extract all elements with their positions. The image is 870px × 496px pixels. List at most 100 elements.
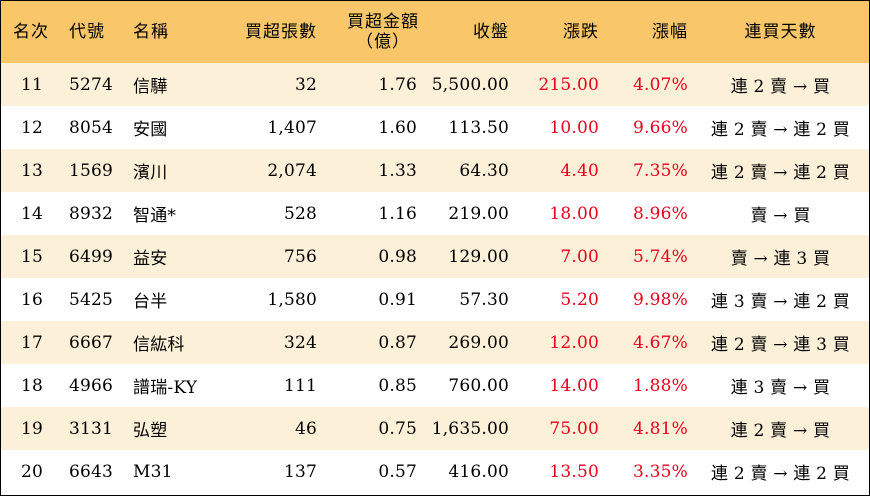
cell-pct: 5.74% xyxy=(632,246,688,267)
cell-code: 6499 xyxy=(69,246,114,267)
cell-name: 信驊 xyxy=(133,77,168,97)
cell-rank: 16 xyxy=(21,289,44,310)
cell-streak: 連 3 賣 → 連 2 買 xyxy=(711,292,850,312)
header-name: 名稱 xyxy=(133,22,169,42)
table-row: 17 6667 信紘科 324 0.87 269.00 12.00 4.67% … xyxy=(1,321,869,364)
cell-pct: 9.98% xyxy=(632,289,688,310)
cell-amount: 0.87 xyxy=(378,332,417,353)
header-amount: 買超金額 （億） xyxy=(321,1,421,63)
header-code: 代號 xyxy=(69,22,105,42)
cell-rank: 20 xyxy=(21,461,44,482)
cell-amount: 1.16 xyxy=(378,203,417,224)
cell-change: 215.00 xyxy=(538,74,599,95)
cell-close: 5,500.00 xyxy=(431,74,509,95)
cell-volume: 528 xyxy=(283,203,317,224)
cell-name: 智通* xyxy=(133,206,177,226)
cell-streak: 連 2 賣 → 連 2 買 xyxy=(711,464,850,484)
cell-streak: 連 2 賣 → 買 xyxy=(730,77,831,97)
table-row: 16 5425 台半 1,580 0.91 57.30 5.20 9.98% 連… xyxy=(1,278,869,321)
cell-close: 1,635.00 xyxy=(431,418,509,439)
cell-streak: 連 2 賣 → 連 2 買 xyxy=(711,120,850,140)
cell-pct: 7.35% xyxy=(632,160,688,181)
cell-name: 弘塑 xyxy=(133,421,168,441)
cell-code: 8932 xyxy=(69,203,114,224)
cell-amount: 1.60 xyxy=(378,117,417,138)
table-row: 20 6643 M31 137 0.57 416.00 13.50 3.35% … xyxy=(1,450,869,493)
cell-pct: 1.88% xyxy=(632,375,688,396)
header-row: 名次 代號 名稱 買超張數 買超金額 （億） 收盤 漲跌 漲幅 連買天數 xyxy=(1,1,869,63)
table-row: 13 1569 濱川 2,074 1.33 64.30 4.40 7.35% 連… xyxy=(1,149,869,192)
cell-name: M31 xyxy=(133,461,173,482)
header-amount-line2: （億） xyxy=(356,32,410,52)
cell-pct: 4.81% xyxy=(632,418,688,439)
cell-rank: 19 xyxy=(21,418,44,439)
cell-streak: 賣 → 連 3 買 xyxy=(730,249,831,269)
cell-rank: 18 xyxy=(21,375,44,396)
header-amount-line1: 買超金額 xyxy=(347,12,419,32)
cell-volume: 137 xyxy=(283,461,317,482)
cell-volume: 46 xyxy=(294,418,317,439)
cell-change: 4.40 xyxy=(560,160,599,181)
cell-close: 129.00 xyxy=(448,246,509,267)
header-close: 收盤 xyxy=(473,22,509,42)
cell-streak: 連 3 賣 → 買 xyxy=(730,378,831,398)
table-row: 14 8932 智通* 528 1.16 219.00 18.00 8.96% … xyxy=(1,192,869,235)
cell-amount: 0.57 xyxy=(378,461,417,482)
cell-volume: 111 xyxy=(283,375,317,396)
cell-volume: 324 xyxy=(283,332,317,353)
cell-streak: 連 2 賣 → 連 3 買 xyxy=(711,335,850,355)
cell-change: 13.50 xyxy=(549,461,599,482)
cell-change: 7.00 xyxy=(560,246,599,267)
cell-pct: 9.66% xyxy=(632,117,688,138)
cell-rank: 14 xyxy=(21,203,44,224)
header-change: 漲跌 xyxy=(563,22,599,42)
table-row: 15 6499 益安 756 0.98 129.00 7.00 5.74% 賣 … xyxy=(1,235,869,278)
table-row: 19 3131 弘塑 46 0.75 1,635.00 75.00 4.81% … xyxy=(1,407,869,450)
header-volume: 買超張數 xyxy=(245,22,317,42)
cell-close: 219.00 xyxy=(448,203,509,224)
header-rank: 名次 xyxy=(13,22,49,42)
cell-volume: 756 xyxy=(283,246,317,267)
cell-code: 3131 xyxy=(69,418,114,439)
cell-rank: 17 xyxy=(21,332,44,353)
cell-amount: 0.91 xyxy=(378,289,417,310)
cell-code: 4966 xyxy=(69,375,114,396)
cell-name: 濱川 xyxy=(133,163,168,183)
cell-code: 6667 xyxy=(69,332,114,353)
cell-code: 1569 xyxy=(69,160,114,181)
cell-change: 10.00 xyxy=(549,117,599,138)
cell-code: 6643 xyxy=(69,461,114,482)
cell-close: 57.30 xyxy=(459,289,509,310)
cell-pct: 4.07% xyxy=(632,74,688,95)
cell-rank: 12 xyxy=(21,117,44,138)
cell-change: 75.00 xyxy=(549,418,599,439)
cell-volume: 1,407 xyxy=(267,117,317,138)
cell-rank: 15 xyxy=(21,246,44,267)
cell-code: 8054 xyxy=(69,117,114,138)
cell-code: 5425 xyxy=(69,289,114,310)
cell-streak: 連 2 賣 → 連 2 買 xyxy=(711,163,850,183)
table-row: 11 5274 信驊 32 1.76 5,500.00 215.00 4.07%… xyxy=(1,63,869,106)
cell-volume: 32 xyxy=(294,74,317,95)
cell-change: 12.00 xyxy=(549,332,599,353)
cell-pct: 3.35% xyxy=(632,461,688,482)
cell-name: 信紘科 xyxy=(133,335,185,355)
cell-amount: 0.98 xyxy=(378,246,417,267)
cell-close: 64.30 xyxy=(459,160,509,181)
table-body: 11 5274 信驊 32 1.76 5,500.00 215.00 4.07%… xyxy=(1,63,869,493)
cell-name: 譜瑞-KY xyxy=(133,378,198,398)
header-pct: 漲幅 xyxy=(652,22,688,42)
header-streak: 連買天數 xyxy=(744,22,817,42)
cell-streak: 連 2 賣 → 買 xyxy=(730,421,831,441)
cell-change: 5.20 xyxy=(560,289,599,310)
cell-change: 18.00 xyxy=(549,203,599,224)
cell-change: 14.00 xyxy=(549,375,599,396)
cell-rank: 11 xyxy=(21,74,44,95)
cell-name: 台半 xyxy=(133,292,168,312)
cell-rank: 13 xyxy=(21,160,44,181)
cell-streak: 賣 → 買 xyxy=(750,206,811,226)
cell-pct: 8.96% xyxy=(632,203,688,224)
cell-name: 益安 xyxy=(133,249,168,269)
